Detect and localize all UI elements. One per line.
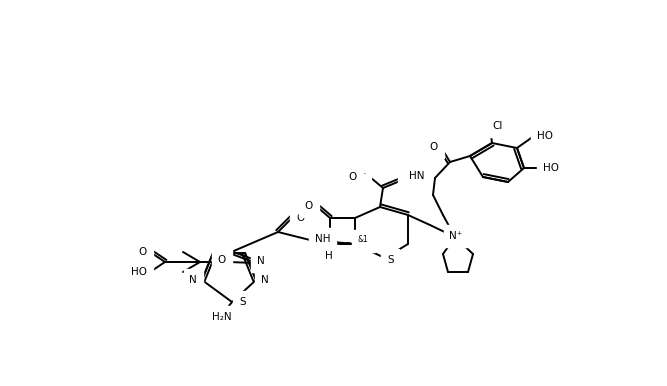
Text: H₂N: H₂N (212, 312, 232, 322)
Text: O: O (349, 172, 357, 182)
Text: &1: &1 (358, 235, 369, 244)
Text: O: O (404, 176, 412, 186)
Text: HO: HO (537, 131, 553, 141)
Text: Cl: Cl (492, 121, 502, 131)
Text: N⁺: N⁺ (450, 231, 463, 241)
Text: O: O (296, 213, 304, 223)
Text: H: H (325, 251, 333, 261)
Text: O: O (217, 255, 226, 265)
Text: S: S (239, 297, 245, 307)
Text: N: N (189, 275, 197, 285)
Text: &1: &1 (359, 237, 370, 247)
Text: O: O (305, 201, 313, 211)
Text: S: S (387, 255, 394, 265)
Text: HO: HO (543, 163, 559, 173)
Text: HN: HN (410, 171, 425, 181)
Text: O: O (430, 142, 438, 152)
Text: N: N (261, 275, 269, 285)
Text: ⁻: ⁻ (359, 171, 365, 183)
Text: N: N (257, 256, 265, 266)
Text: NH: NH (315, 234, 331, 244)
Text: HO: HO (131, 267, 147, 277)
Text: O: O (139, 247, 147, 257)
